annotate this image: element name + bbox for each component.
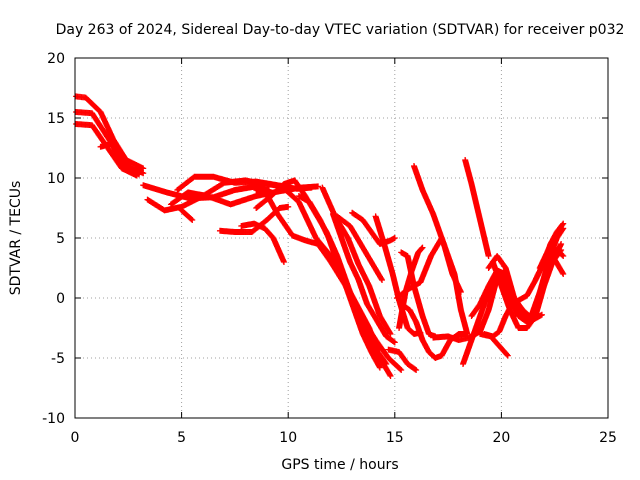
y-tick-label: 15 — [47, 111, 65, 127]
series-track-35 — [498, 247, 565, 325]
series-track-18 — [329, 211, 398, 346]
data-point-markers — [536, 247, 567, 271]
x-tick-label: 20 — [492, 430, 510, 446]
chart-title: Day 263 of 2024, Sidereal Day-to-day VTE… — [56, 22, 625, 38]
axis-ticks: 0 5 10 15 20 25 -10 -5 0 5 10 15 20 — [42, 51, 617, 446]
data-point-markers — [385, 346, 420, 373]
series-track-23 — [398, 249, 439, 340]
series-track-12 — [238, 220, 287, 265]
data-point-markers — [460, 277, 499, 367]
x-tick-label: 15 — [386, 430, 404, 446]
series-track-17 — [334, 213, 386, 283]
series-track-26 — [410, 163, 464, 295]
x-tick-label: 5 — [177, 430, 186, 446]
y-tick-label: -10 — [42, 411, 65, 427]
series-track-1 — [73, 93, 147, 172]
data-point-markers — [498, 247, 565, 325]
series-track-25 — [398, 301, 471, 361]
y-tick-label: 5 — [56, 231, 65, 247]
y-axis-label: SDTVAR / TECUs — [8, 181, 24, 296]
series-track-28 — [460, 277, 499, 367]
series-track-29 — [462, 157, 492, 259]
data-point-markers — [398, 249, 439, 340]
y-tick-label: 10 — [47, 171, 65, 187]
series-track-33 — [477, 331, 511, 359]
x-tick-label: 25 — [599, 430, 617, 446]
x-tick-label: 0 — [71, 430, 80, 446]
data-point-markers — [73, 93, 147, 172]
data-point-markers — [334, 213, 386, 283]
series-track-9 — [178, 207, 196, 223]
data-points — [73, 93, 567, 379]
data-point-markers — [97, 140, 147, 177]
x-axis-label: GPS time / hours — [281, 457, 398, 473]
y-tick-label: 0 — [56, 291, 65, 307]
data-point-markers — [238, 220, 287, 265]
series-track-4 — [97, 140, 147, 177]
data-point-markers — [178, 207, 196, 223]
data-point-markers — [329, 211, 398, 346]
series-track-21 — [385, 346, 420, 373]
series-track-37 — [536, 247, 567, 271]
y-tick-label: 20 — [47, 51, 65, 67]
y-tick-label: -5 — [51, 351, 65, 367]
data-point-markers — [410, 163, 464, 295]
data-point-markers — [477, 331, 511, 359]
data-point-markers — [398, 301, 471, 361]
data-point-markers — [462, 157, 492, 259]
data-point-markers — [295, 193, 383, 371]
x-tick-label: 10 — [279, 430, 297, 446]
series-track-15 — [295, 193, 383, 371]
